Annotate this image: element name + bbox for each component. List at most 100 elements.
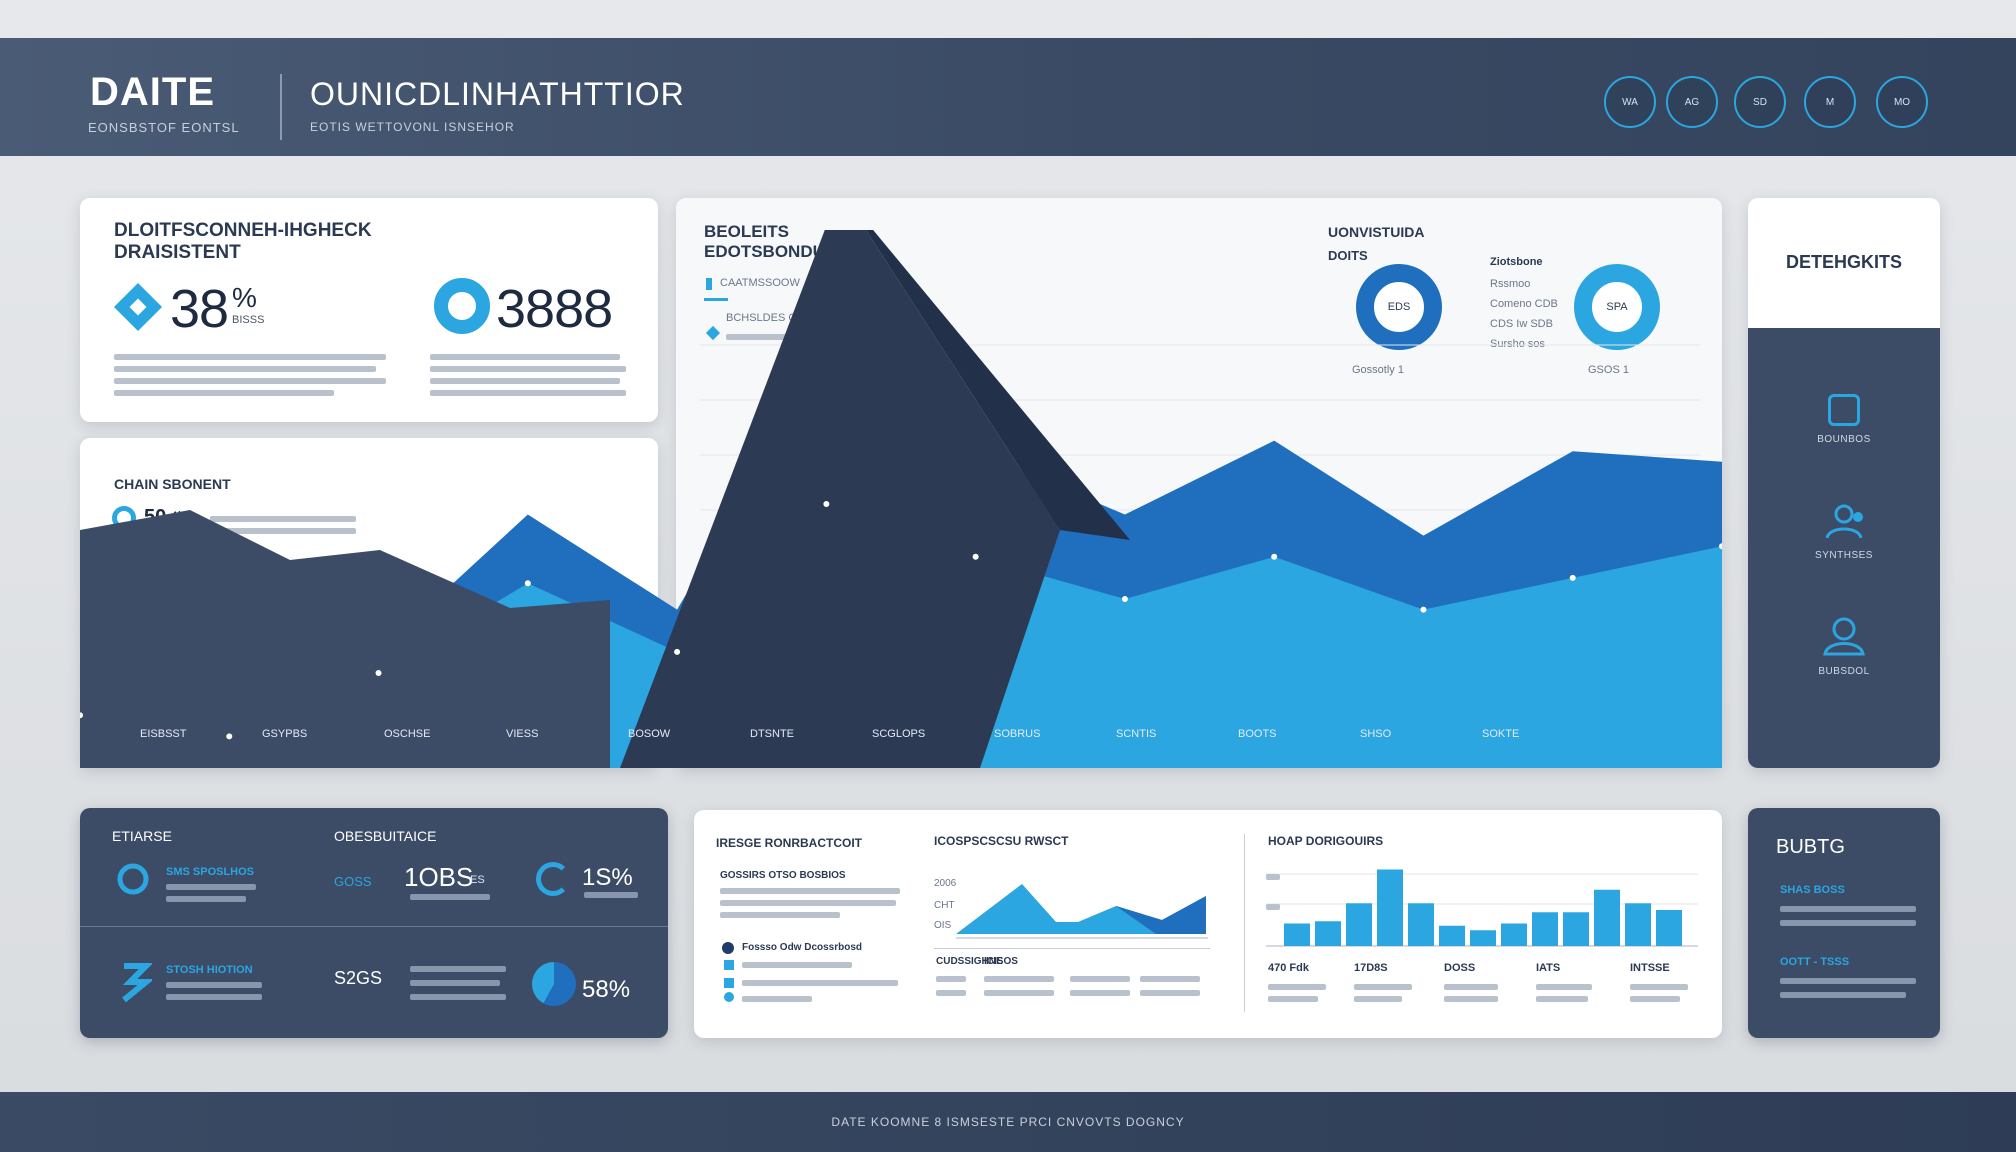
- donut-1-label: EDS: [1387, 301, 1411, 313]
- stat-value-2: S2GS: [334, 968, 383, 988]
- bottom-mid-text-line: [936, 990, 966, 996]
- stat-icon-1: [117, 863, 149, 895]
- bottom-right-text-line: [1780, 992, 1906, 998]
- bottom-right-line-2: OOTT - TSSS: [1780, 956, 1850, 968]
- right-sidebar-body: [1748, 328, 1940, 768]
- bottom-mid-text-line: [1140, 990, 1200, 996]
- chart-peak: [620, 230, 1130, 768]
- data-point: [524, 580, 531, 587]
- x-group-label: 17D8S: [1354, 962, 1388, 974]
- kpi-right-value: 3888: [496, 279, 613, 339]
- kpi-text-line: [114, 366, 376, 372]
- growth-text-line: [210, 516, 356, 522]
- divider: [1244, 834, 1245, 1012]
- x-axis-label: VIESS: [506, 728, 539, 740]
- mini-bar: [1563, 912, 1589, 946]
- people-icon: [1825, 504, 1863, 539]
- kpi-text-line: [114, 378, 386, 384]
- legend-label-1: CAATMSSOOW: [720, 277, 800, 289]
- bottom-mid-text-line: [1444, 984, 1498, 990]
- mini-bar: [1408, 903, 1434, 946]
- bottom-left-col2-title: OBESBUITAICE: [334, 828, 437, 844]
- x-axis-label: EISBSST: [140, 728, 187, 740]
- brand-subtitle: EONSBSTOF EONTSL: [88, 120, 240, 135]
- bottom-mid-text-line: [1268, 984, 1326, 990]
- bottom-right-text-line: [1780, 920, 1916, 926]
- stat-text-line: [584, 892, 638, 898]
- legend-dot: [722, 942, 734, 954]
- bottom-mid-title-1: IRESGE RONRBACTCOIT: [716, 836, 863, 850]
- x-axis-label: SOBRUS: [994, 728, 1041, 740]
- axis-label-3: OIS: [934, 920, 952, 931]
- header-divider: [280, 74, 282, 140]
- x-group-label: 470 Fdk: [1268, 962, 1309, 974]
- nav-icon-5: MO: [1893, 96, 1911, 108]
- stat-text-line: [166, 884, 256, 890]
- data-point: [375, 669, 382, 676]
- kpi-left-caption: BISSS: [232, 314, 265, 326]
- brand-logo[interactable]: DAITE: [90, 70, 215, 114]
- kpi-text-line: [430, 390, 626, 396]
- legend-label: ICISOS: [984, 956, 1018, 967]
- stat-label-1: SMS SPOSLHOS: [166, 866, 255, 878]
- bottom-mid-text-line: [742, 962, 852, 968]
- sidebar-item-synthses[interactable]: SYNTHSES: [1748, 500, 1940, 561]
- mini-bar: [1470, 930, 1496, 946]
- person-icon: [1823, 617, 1865, 656]
- bottom-mid-text-line: [720, 900, 896, 906]
- kpi-title-2: DRAISISTENT: [114, 242, 241, 263]
- stat-icon-2: [122, 963, 152, 1003]
- mini-area-chart[interactable]: [956, 878, 1208, 940]
- nav-button-5[interactable]: MO: [1876, 76, 1928, 128]
- x-axis-label: DTSNTE: [750, 728, 794, 740]
- data-point: [972, 553, 979, 560]
- legend-underline: [704, 298, 728, 301]
- mini-axis-tick: [1266, 904, 1280, 910]
- nav-button-3[interactable]: SD: [1734, 76, 1786, 128]
- progress-ring-icon: [536, 862, 570, 896]
- x-axis-label: BOSOW: [628, 728, 671, 740]
- bottom-mid-text-line: [1140, 976, 1200, 982]
- pie-icon: [532, 962, 576, 1006]
- bottom-mid-text-line: [984, 976, 1054, 982]
- data-point: [823, 501, 830, 507]
- sidebar-item-bounbos[interactable]: BOUNBOS: [1748, 394, 1940, 445]
- page-title: OUNICDLINHATHTTIOR: [310, 76, 685, 112]
- stat-text-line: [410, 980, 500, 986]
- chart-points: [80, 501, 1722, 740]
- mini-bar: [1284, 923, 1310, 946]
- data-point: [226, 733, 233, 740]
- stat-text-line: [166, 896, 246, 902]
- legend-square: [724, 960, 734, 970]
- growth-title: CHAIN SBONENT: [114, 476, 231, 492]
- x-group-label: IATS: [1536, 962, 1561, 974]
- kpi-text-line: [430, 366, 626, 372]
- x-axis-label: SOKTE: [1482, 728, 1520, 740]
- main-area-chart[interactable]: [80, 230, 1722, 770]
- nav-button-1[interactable]: WA: [1604, 76, 1656, 128]
- x-axis-label: BOOTS: [1238, 728, 1277, 740]
- kpi-left-value: 38: [170, 279, 229, 339]
- bottom-right-text-line: [1780, 906, 1916, 912]
- stat-text-line: [166, 994, 262, 1000]
- legend-square: [724, 978, 734, 988]
- mini-bar-chart[interactable]: [1266, 852, 1698, 948]
- nav-button-4[interactable]: M: [1804, 76, 1856, 128]
- data-point: [1271, 553, 1278, 560]
- mini-bar: [1532, 912, 1558, 946]
- kpi-text-line: [430, 354, 620, 360]
- stat-label-2: STOSH HIOTION: [166, 964, 253, 976]
- right-sidebar: [1748, 198, 1940, 768]
- bottom-mid-text-line: [742, 996, 812, 1002]
- footer-text: DATE KOOMNE 8 ISMSESTE PRCI CNVOVTS DOGN…: [831, 1115, 1185, 1129]
- data-point: [674, 648, 681, 655]
- stat-percent-2: 58%: [582, 976, 631, 1003]
- data-point: [1121, 596, 1128, 603]
- bottom-right-line-1: SHAS BOSS: [1780, 884, 1845, 896]
- sidebar-item-bubsdol[interactable]: BUBSDOL: [1748, 614, 1940, 677]
- kpi-left-percent: %: [232, 282, 257, 313]
- nav-button-2[interactable]: AG: [1666, 76, 1718, 128]
- kpi-text-line: [114, 390, 334, 396]
- nav-icon-1: WA: [1622, 96, 1638, 108]
- stat-percent-1: 1S%: [582, 864, 633, 891]
